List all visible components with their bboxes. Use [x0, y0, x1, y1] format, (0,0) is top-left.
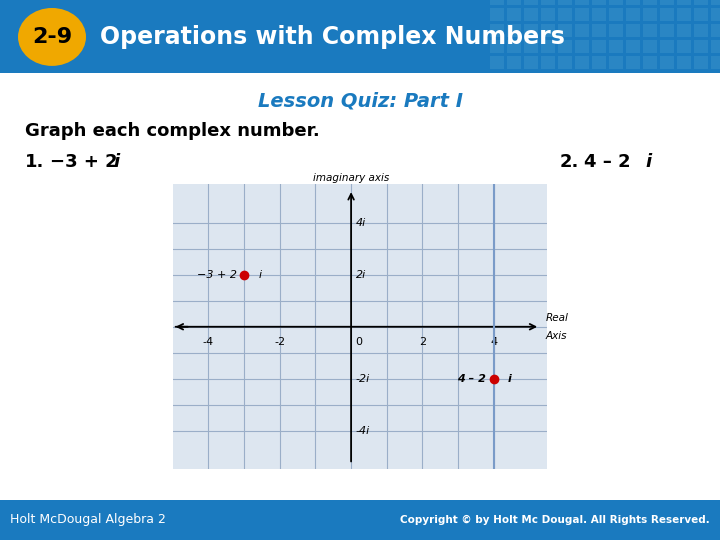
Bar: [609, 56, 623, 69]
Bar: [490, 24, 504, 37]
Bar: [558, 8, 572, 21]
Text: 0: 0: [356, 337, 362, 347]
Text: i: i: [645, 153, 651, 171]
Bar: [490, 56, 504, 69]
Text: Lesson Quiz: Part I: Lesson Quiz: Part I: [258, 91, 462, 111]
Bar: [490, 8, 504, 21]
Bar: [524, 8, 538, 21]
Bar: [660, 56, 674, 69]
Bar: [677, 0, 691, 5]
Bar: [490, 40, 504, 53]
Bar: [592, 0, 606, 5]
Bar: [541, 40, 555, 53]
Bar: [541, 8, 555, 21]
Bar: [626, 24, 640, 37]
Bar: [660, 24, 674, 37]
Bar: [558, 24, 572, 37]
Bar: [711, 24, 720, 37]
Bar: [524, 56, 538, 69]
Bar: [558, 56, 572, 69]
Bar: [592, 40, 606, 53]
Text: i: i: [508, 374, 512, 383]
Bar: [711, 40, 720, 53]
Bar: [626, 56, 640, 69]
Text: i: i: [258, 270, 261, 280]
Text: 4 – 2: 4 – 2: [584, 153, 634, 171]
Bar: [694, 40, 708, 53]
Bar: [609, 24, 623, 37]
Bar: [575, 24, 589, 37]
Text: 4 – 2: 4 – 2: [457, 374, 488, 383]
Bar: [507, 24, 521, 37]
Bar: [660, 40, 674, 53]
Bar: [592, 8, 606, 21]
Bar: [626, 0, 640, 5]
Bar: [643, 24, 657, 37]
Text: imaginary axis: imaginary axis: [313, 173, 390, 183]
Bar: [660, 0, 674, 5]
Bar: [694, 56, 708, 69]
Bar: [711, 8, 720, 21]
Text: Holt McDougal Algebra 2: Holt McDougal Algebra 2: [10, 513, 166, 526]
Bar: [677, 56, 691, 69]
Text: 2: 2: [419, 337, 426, 347]
Bar: [626, 8, 640, 21]
Bar: [490, 0, 504, 5]
Bar: [507, 0, 521, 5]
Bar: [711, 0, 720, 5]
Bar: [643, 40, 657, 53]
Bar: [694, 24, 708, 37]
Bar: [524, 0, 538, 5]
Bar: [575, 56, 589, 69]
Text: 2.: 2.: [560, 153, 580, 171]
Bar: [558, 0, 572, 5]
Bar: [558, 40, 572, 53]
Bar: [541, 0, 555, 5]
Bar: [660, 8, 674, 21]
Text: -2i: -2i: [356, 374, 370, 383]
Ellipse shape: [18, 8, 86, 66]
Bar: [541, 56, 555, 69]
Text: -4i: -4i: [356, 426, 370, 436]
Bar: [575, 8, 589, 21]
Text: Operations with Complex Numbers: Operations with Complex Numbers: [100, 25, 565, 49]
Bar: [694, 0, 708, 5]
Text: 4: 4: [490, 337, 498, 347]
Text: -4: -4: [203, 337, 214, 347]
Bar: [524, 40, 538, 53]
Bar: [609, 40, 623, 53]
Text: 1.: 1.: [25, 153, 45, 171]
Bar: [643, 8, 657, 21]
Text: Real: Real: [546, 313, 568, 323]
Bar: [592, 24, 606, 37]
Bar: [677, 40, 691, 53]
Bar: [643, 56, 657, 69]
Text: i: i: [113, 153, 119, 171]
Bar: [592, 56, 606, 69]
Bar: [507, 56, 521, 69]
Bar: [609, 0, 623, 5]
Text: Copyright © by Holt Mc Dougal. All Rights Reserved.: Copyright © by Holt Mc Dougal. All Right…: [400, 515, 710, 525]
Bar: [507, 40, 521, 53]
Bar: [541, 24, 555, 37]
Text: Graph each complex number.: Graph each complex number.: [25, 122, 320, 140]
Bar: [677, 8, 691, 21]
Bar: [694, 8, 708, 21]
Bar: [524, 24, 538, 37]
Text: 4i: 4i: [356, 218, 366, 228]
Bar: [711, 56, 720, 69]
Text: 2-9: 2-9: [32, 27, 72, 47]
Bar: [507, 8, 521, 21]
Text: −3 + 2: −3 + 2: [197, 270, 239, 280]
Bar: [575, 40, 589, 53]
Bar: [609, 8, 623, 21]
Bar: [677, 24, 691, 37]
Text: -2: -2: [274, 337, 285, 347]
Bar: [643, 0, 657, 5]
Bar: [626, 40, 640, 53]
Bar: [575, 0, 589, 5]
Text: −3 + 2: −3 + 2: [50, 153, 121, 171]
Text: 2i: 2i: [356, 270, 366, 280]
Text: Axis: Axis: [546, 331, 567, 341]
